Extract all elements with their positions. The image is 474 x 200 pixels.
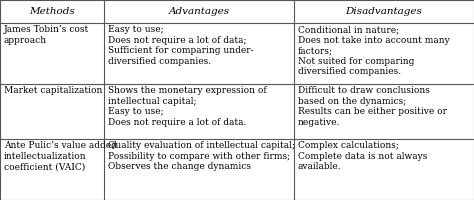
Text: Complex calculations;
Complete data is not always
available.: Complex calculations; Complete data is n… — [298, 141, 427, 171]
Text: Disadvantages: Disadvantages — [346, 7, 422, 16]
Text: Market capitalization: Market capitalization — [4, 86, 102, 95]
Text: Methods: Methods — [29, 7, 75, 16]
Text: Shows the monetary expression of
intellectual capital;
Easy to use;
Does not req: Shows the monetary expression of intelle… — [108, 86, 267, 127]
Text: Advantages: Advantages — [169, 7, 229, 16]
Text: Ante Pulic’s value added
intellectualization
coefficient (VAIC): Ante Pulic’s value added intellectualiza… — [4, 141, 117, 171]
Text: Quality evaluation of intellectual capital;
Possibility to compare with other fi: Quality evaluation of intellectual capit… — [108, 141, 295, 171]
Text: Easy to use;
Does not require a lot of data;
Sufficient for comparing under-
div: Easy to use; Does not require a lot of d… — [108, 25, 254, 66]
Text: Difficult to draw conclusions
based on the dynamics;
Results can be either posit: Difficult to draw conclusions based on t… — [298, 86, 447, 127]
Text: Conditional in nature;
Does not take into account many
factors;
Not suited for c: Conditional in nature; Does not take int… — [298, 25, 449, 76]
Text: James Tobin’s cost
approach: James Tobin’s cost approach — [4, 25, 89, 45]
